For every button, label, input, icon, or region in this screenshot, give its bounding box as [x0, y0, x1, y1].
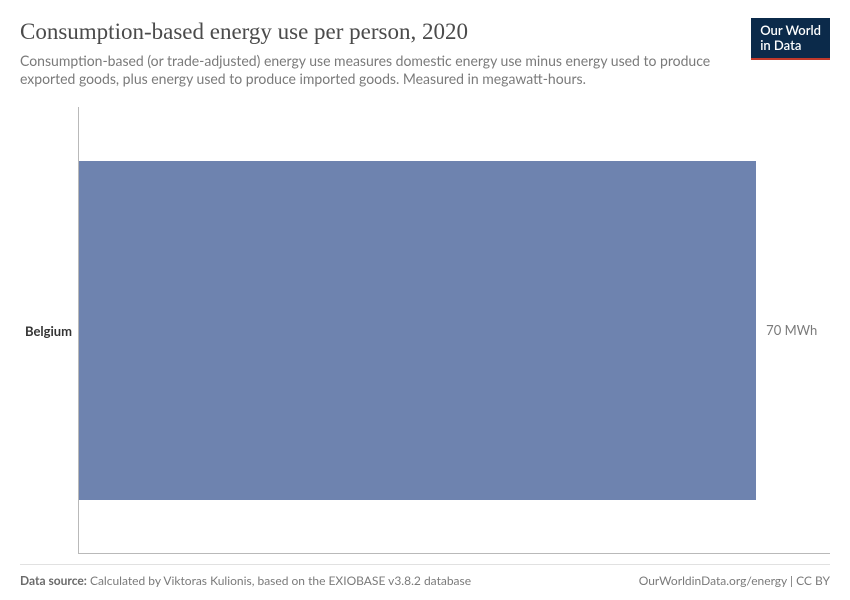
plot-region: 70 MWh: [78, 107, 830, 554]
y-axis-labels: Belgium: [20, 107, 78, 554]
logo-line-2: in Data: [760, 37, 801, 53]
data-source-text: Calculated by Viktoras Kulionis, based o…: [90, 573, 471, 588]
category-label: Belgium: [25, 323, 72, 339]
data-source: Data source: Calculated by Viktoras Kuli…: [20, 573, 471, 588]
bar-belgium: [79, 161, 756, 500]
bar-wrap: 70 MWh: [79, 161, 770, 500]
bar-value-label: 70 MWh: [766, 322, 817, 338]
data-source-prefix: Data source:: [20, 573, 87, 588]
page-root: Consumption-based energy use per person,…: [0, 0, 850, 600]
owid-logo: Our World in Data: [751, 18, 830, 60]
footer: Data source: Calculated by Viktoras Kuli…: [20, 564, 830, 588]
chart-title: Consumption-based energy use per person,…: [20, 18, 720, 46]
chart-area: Belgium 70 MWh: [20, 107, 830, 554]
chart-subtitle: Consumption-based (or trade-adjusted) en…: [20, 52, 720, 90]
logo-line-1: Our World: [760, 22, 821, 38]
header: Consumption-based energy use per person,…: [20, 18, 830, 89]
attribution: OurWorldinData.org/energy | CC BY: [639, 573, 830, 588]
title-block: Consumption-based energy use per person,…: [20, 18, 720, 89]
